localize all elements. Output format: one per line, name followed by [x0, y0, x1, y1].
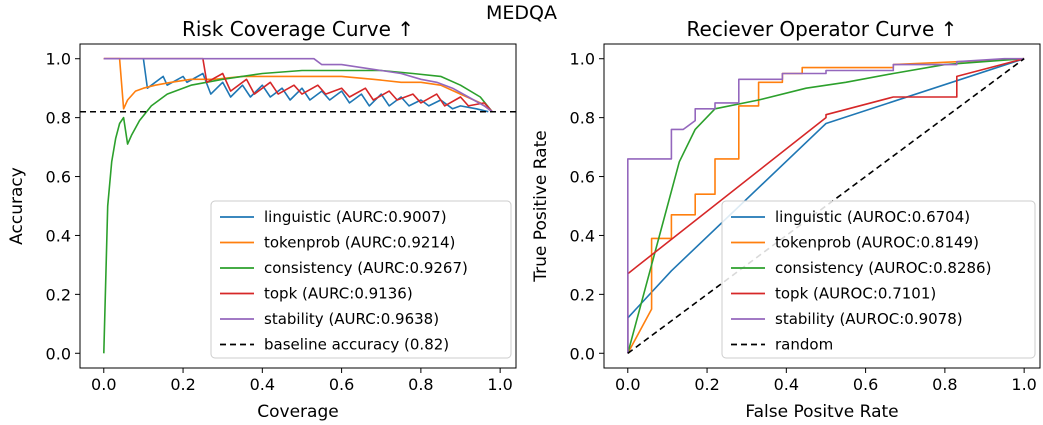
y-tick-label: 0.6 — [570, 168, 595, 187]
y-tick-label: 0.4 — [570, 226, 595, 245]
y-tick-label: 0.6 — [46, 168, 71, 187]
legend-label: stability (AURC:0.9638) — [264, 310, 439, 328]
series-line — [626, 57, 1025, 354]
x-tick-label: 0.8 — [932, 375, 957, 394]
y-tick-label: 1.0 — [46, 50, 71, 69]
x-axis-label: False Positve Rate — [745, 402, 898, 422]
x-tick-label: 0.6 — [853, 375, 878, 394]
y-tick-label: 0.8 — [570, 109, 595, 128]
plot-frame — [79, 43, 517, 369]
chart-title: Risk Coverage Curve ↑ — [182, 17, 414, 41]
x-axis-label: Coverage — [257, 402, 338, 422]
x-tick-label: 0.4 — [774, 375, 799, 394]
figure-suptitle: MEDQA — [486, 2, 557, 24]
chart-title: Reciever Operator Curve ↑ — [687, 17, 958, 41]
legend-label: random — [775, 336, 833, 354]
y-tick-label: 0.2 — [570, 285, 595, 304]
x-tick-label: 1.0 — [1011, 375, 1036, 394]
y-tick-label: 0.8 — [46, 109, 71, 128]
legend-label: tokenprob (AUROC:0.8149) — [775, 234, 979, 252]
y-tick-label: 0.2 — [46, 285, 71, 304]
legend-label: linguistic (AUROC:0.6704) — [775, 208, 970, 226]
plot-frame — [603, 43, 1041, 369]
x-tick-label: 0.0 — [615, 375, 640, 394]
y-axis-label: Accuracy — [7, 167, 27, 245]
legend-label: topk (AURC:0.9136) — [264, 285, 413, 303]
series-line — [103, 69, 493, 354]
series-line — [627, 58, 1025, 354]
legend-box — [721, 200, 1036, 359]
legend-label: topk (AUROC:0.7101) — [775, 285, 936, 303]
x-tick-label: 0.4 — [250, 375, 275, 394]
series-line — [103, 57, 493, 113]
x-tick-label: 0.2 — [170, 375, 195, 394]
y-tick-label: 0.0 — [46, 344, 71, 363]
y-tick-label: 1.0 — [570, 50, 595, 69]
legend-label: stability (AUROC:0.9078) — [775, 310, 963, 328]
x-tick-label: 0.0 — [91, 375, 116, 394]
series-line — [103, 57, 493, 113]
legend-label: consistency (AUROC:0.8286) — [775, 259, 991, 277]
legend-label: linguistic (AURC:0.9007) — [264, 208, 447, 226]
legend-label: consistency (AURC:0.9267) — [264, 259, 468, 277]
x-tick-label: 0.6 — [329, 375, 354, 394]
legend-box — [210, 200, 512, 359]
legend-label: baseline accuracy (0.82) — [264, 336, 449, 354]
y-tick-label: 0.4 — [46, 226, 71, 245]
series-line — [626, 57, 1025, 354]
series-line — [627, 57, 1025, 354]
x-tick-label: 0.2 — [694, 375, 719, 394]
x-tick-label: 1.0 — [487, 375, 512, 394]
y-tick-label: 0.0 — [570, 344, 595, 363]
y-axis-label: True Positive Rate — [531, 130, 551, 282]
legend-label: tokenprob (AURC:0.9214) — [264, 234, 455, 252]
x-tick-label: 0.8 — [408, 375, 433, 394]
series-line — [627, 57, 1025, 354]
